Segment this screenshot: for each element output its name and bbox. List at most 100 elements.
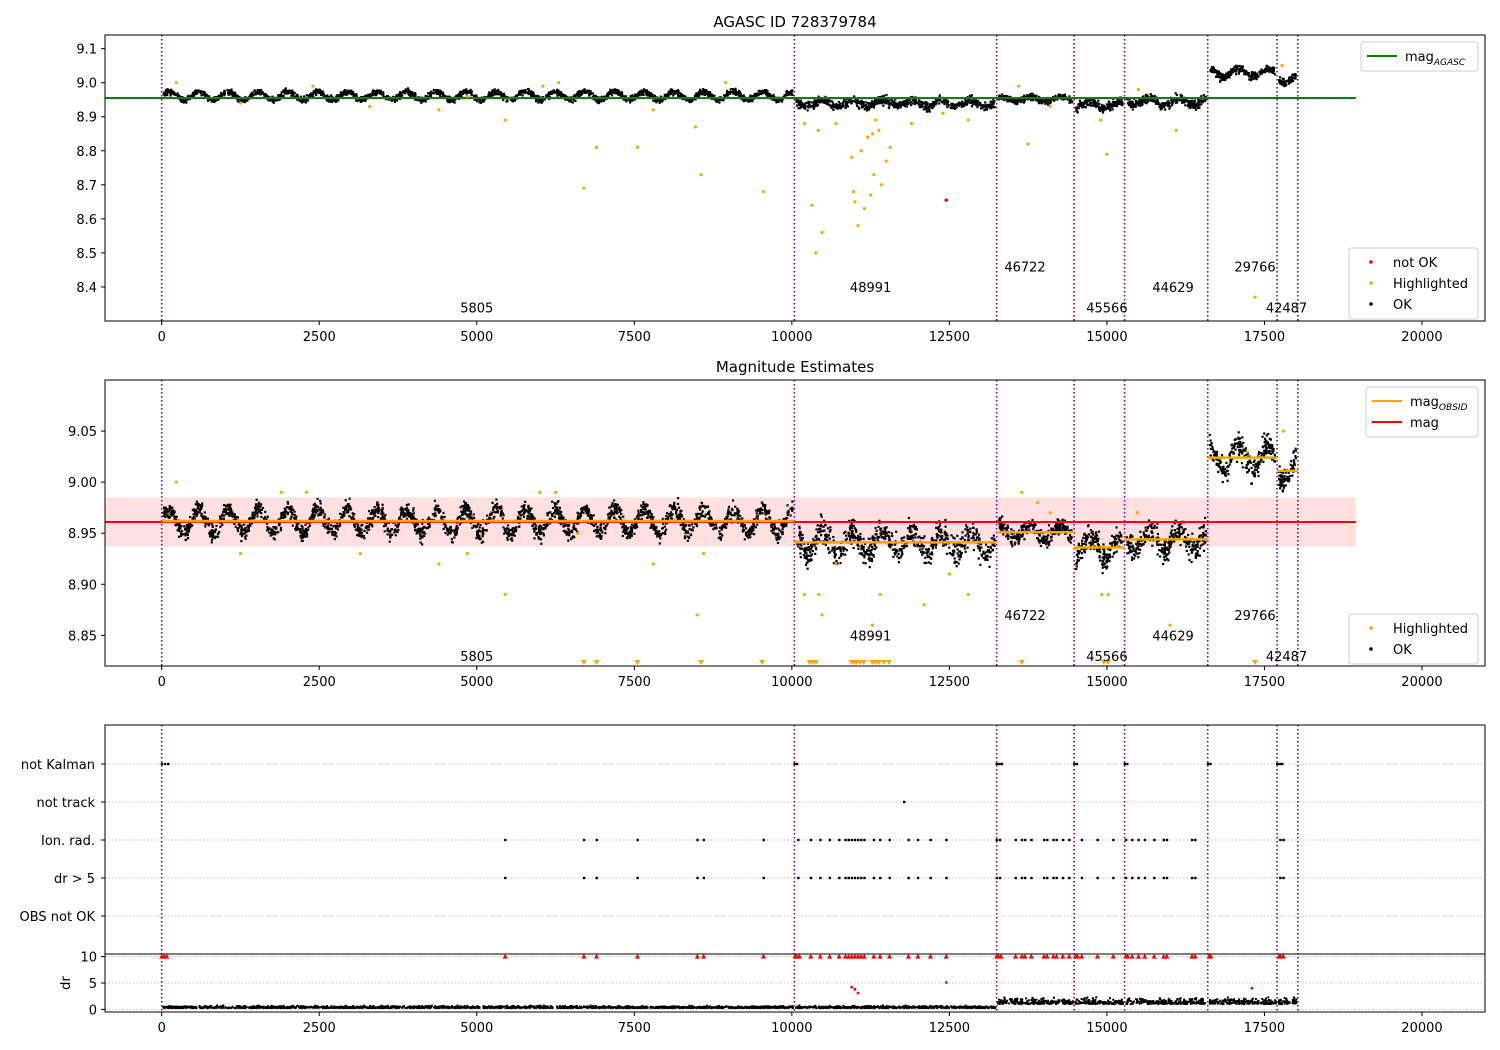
agasc-ok-point [1167, 101, 1170, 105]
magest-ok-point [786, 504, 789, 507]
agasc-ok-point [872, 106, 876, 109]
agasc-ok-point [790, 91, 793, 95]
magest-ok-point [610, 509, 613, 512]
agasc-ok-point [1210, 70, 1213, 73]
agasc-ok-point [964, 103, 967, 106]
agasc-ok-point [279, 93, 283, 96]
magest-ok-point [786, 516, 789, 520]
agasc-ok-point [1280, 81, 1283, 84]
agasc-highlighted-point [1105, 152, 1109, 156]
magest-ok-point [671, 506, 674, 509]
magest-ok-point [537, 526, 540, 529]
agasc-ok-point [377, 91, 380, 94]
agasc-ok-point [1139, 101, 1142, 104]
agasc-ok-point [1253, 76, 1257, 80]
agasc-ok-point [655, 99, 658, 102]
agasc-ok-point [1168, 107, 1171, 110]
agasc-obsid-label: 44629 [1152, 281, 1193, 296]
agasc-ok-point [852, 100, 855, 103]
agasc-ok-point [1202, 94, 1205, 97]
agasc-ok-point [298, 98, 301, 101]
agasc-ok-point [342, 92, 345, 95]
magest-ok-point [569, 530, 572, 534]
agasc-ok-point [812, 107, 815, 110]
agasc-ok-point [738, 91, 741, 94]
agasc-ok-point [813, 102, 816, 105]
agasc-ok-point [534, 95, 537, 98]
magest-ok-point [736, 507, 739, 511]
agasc-ok-point [443, 95, 447, 98]
agasc-ok-point [899, 106, 902, 109]
agasc-ok-point [1003, 94, 1006, 98]
agasc-ok-point [640, 89, 643, 92]
agasc-ok-point [932, 105, 936, 108]
agasc-ok-point [717, 99, 720, 102]
magest-ok-point [542, 534, 545, 537]
magest-ok-point [587, 508, 590, 511]
agasc-ok-point [969, 95, 972, 99]
agasc-ok-point [1138, 104, 1141, 107]
agasc-ok-point [878, 100, 882, 103]
agasc-highlighted-point [879, 183, 883, 187]
agasc-ok-point [790, 93, 793, 96]
agasc-ok-point [1283, 84, 1286, 88]
agasc-ok-point [557, 90, 560, 94]
agasc-ok-point [750, 98, 753, 102]
agasc-ok-point [706, 91, 709, 94]
agasc-ok-point [1270, 71, 1273, 74]
agasc-ok-point [799, 105, 802, 108]
agasc-ok-point [910, 101, 913, 104]
agasc-ok-point [846, 105, 850, 108]
panel-agasc-title: AGASC ID 728379784 [713, 13, 876, 31]
agasc-ok-point [1194, 103, 1197, 107]
agasc-ok-point [624, 95, 628, 98]
magest-ok-point [377, 515, 380, 519]
agasc-ok-point [886, 101, 889, 104]
agasc-ok-point [726, 94, 729, 97]
agasc-ok-point [570, 97, 574, 101]
agasc-ok-point [947, 104, 950, 107]
magest-ok-point [293, 513, 296, 516]
agasc-ok-point [369, 95, 372, 98]
magest-ok-point [694, 518, 697, 521]
agasc-ok-point [491, 90, 494, 93]
agasc-ok-point [642, 93, 645, 97]
agasc-ok-point [367, 94, 370, 97]
agasc-ok-point [691, 99, 694, 103]
agasc-ok-point [903, 103, 906, 106]
magest-ok-point [185, 524, 188, 527]
agasc-ok-point [737, 91, 740, 95]
magest-ok-point [695, 514, 698, 518]
agasc-ok-point [1292, 79, 1295, 82]
magest-ok-point [493, 515, 496, 518]
agasc-ok-point [850, 102, 853, 105]
agasc-ok-point [193, 91, 196, 94]
agasc-ok-point [893, 105, 896, 109]
agasc-ok-point [838, 104, 841, 107]
agasc-ok-point [1126, 102, 1130, 105]
agasc-ok-point [271, 98, 274, 101]
agasc-ok-point [333, 99, 336, 102]
agasc-ok-point [1060, 95, 1063, 98]
agasc-ok-point [432, 88, 436, 92]
agasc-ok-point [945, 100, 949, 103]
agasc-ok-point [612, 91, 615, 95]
agasc-ok-point [1252, 77, 1255, 81]
agasc-ok-point [739, 92, 742, 95]
agasc-ok-point [730, 91, 733, 94]
agasc-ok-point [1259, 70, 1262, 73]
magest-ok-point [227, 511, 230, 515]
agasc-ok-point [578, 92, 581, 95]
agasc-highlighted-point [311, 84, 315, 88]
agasc-ok-point [1105, 106, 1108, 109]
agasc-ok-point [174, 93, 177, 96]
agasc-ok-point [1006, 100, 1009, 103]
agasc-ok-point [349, 90, 352, 93]
magest-ok-point [560, 513, 563, 517]
agasc-ok-point [669, 88, 672, 92]
agasc-ok-point [849, 100, 852, 103]
agasc-ok-point [1256, 73, 1259, 77]
agasc-ok-point [844, 106, 847, 109]
agasc-ok-point [981, 104, 984, 107]
agasc-ok-point [571, 101, 574, 104]
